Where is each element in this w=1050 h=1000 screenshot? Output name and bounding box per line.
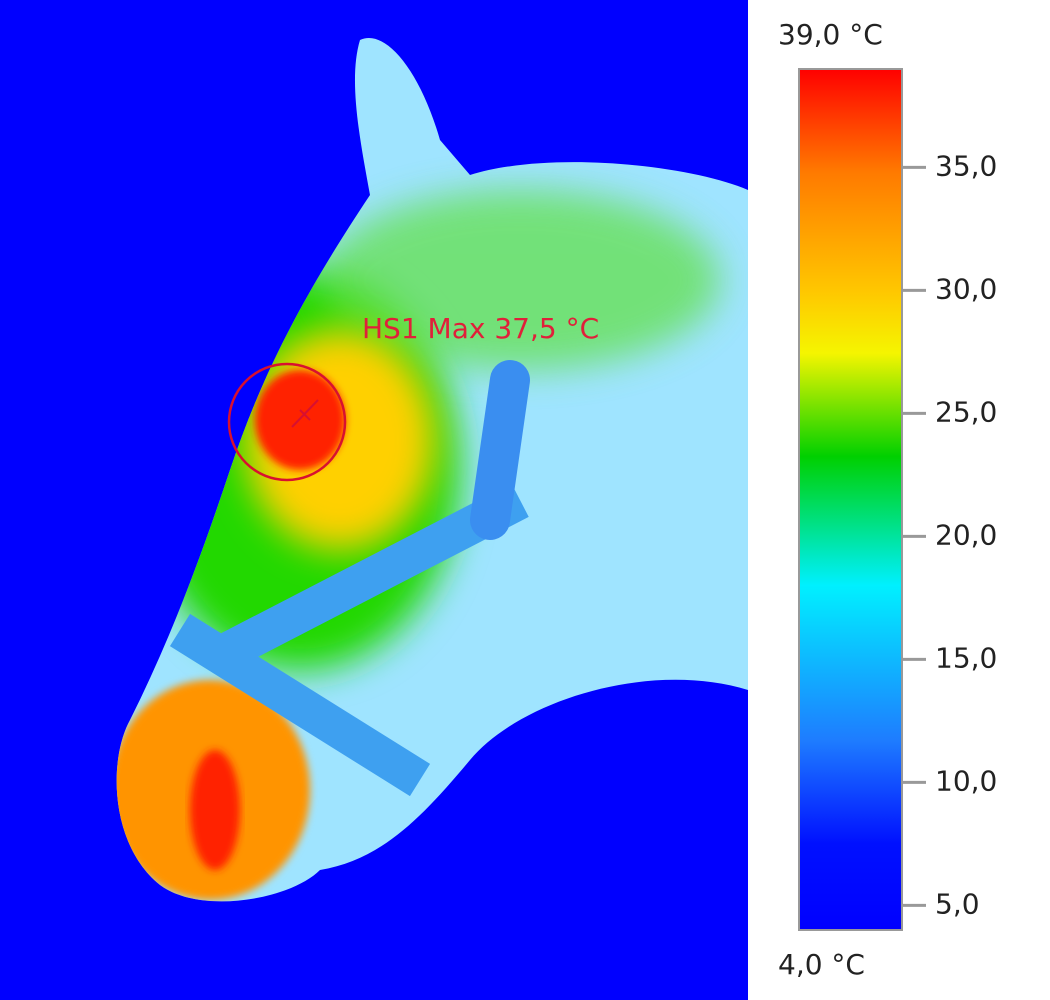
colorbar-tick-label: 15,0 bbox=[935, 641, 997, 674]
hotspot-marker bbox=[227, 362, 347, 482]
hotspot-label: HS1 Max 37,5 °C bbox=[362, 312, 599, 345]
colorbar-min-label: 4,0 °C bbox=[778, 948, 865, 981]
colorbar-tick-label: 35,0 bbox=[935, 149, 997, 182]
colorbar-tick-label: 5,0 bbox=[935, 887, 980, 920]
hotspot-cross bbox=[291, 399, 319, 428]
colorbar bbox=[798, 68, 903, 931]
colorbar-tick-label: 30,0 bbox=[935, 272, 997, 305]
colorbar-max-label: 39,0 °C bbox=[778, 18, 883, 51]
colorbar-tick-label: 10,0 bbox=[935, 764, 997, 797]
colorbar-tick-label: 20,0 bbox=[935, 518, 997, 551]
colorbar-tick-label: 25,0 bbox=[935, 395, 997, 428]
